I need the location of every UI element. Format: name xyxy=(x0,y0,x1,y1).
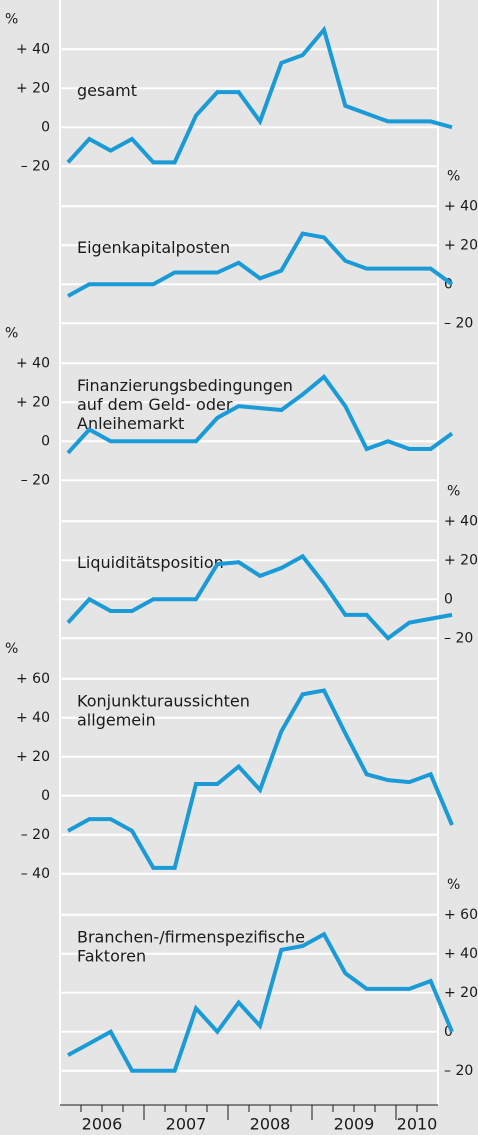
y-tick-label: + 40 xyxy=(444,946,478,962)
panel-title: Branchen-/firmenspezifische xyxy=(77,927,305,946)
y-tick-label: 0 xyxy=(41,788,50,804)
y-tick-label: – 20 xyxy=(21,472,50,488)
y-tick-label: + 20 xyxy=(444,237,478,253)
y-tick-label: + 20 xyxy=(16,394,50,410)
y-unit: % xyxy=(447,168,460,184)
y-unit: % xyxy=(447,483,460,499)
y-tick-label: + 60 xyxy=(444,907,478,923)
panel-title: Konjunkturaussichten xyxy=(77,691,250,710)
y-tick-label: – 40 xyxy=(21,866,50,882)
y-tick-label: – 20 xyxy=(444,315,473,331)
x-tick-label: 2007 xyxy=(166,1115,207,1134)
y-tick-label: + 40 xyxy=(16,355,50,371)
y-unit: % xyxy=(5,11,18,27)
y-tick-label: 0 xyxy=(444,1024,453,1040)
x-tick-label: 2009 xyxy=(334,1115,375,1134)
data-line xyxy=(67,931,454,1073)
panel-title: Eigenkapitalposten xyxy=(77,238,230,257)
y-unit: % xyxy=(5,641,18,657)
panel-title: Anleihemarkt xyxy=(77,414,184,433)
y-tick-label: + 40 xyxy=(16,710,50,726)
data-line xyxy=(66,553,453,641)
data-line xyxy=(67,688,454,870)
panel-title: Finanzierungsbedingungen xyxy=(77,376,293,395)
y-tick-label: – 20 xyxy=(21,827,50,843)
panel-title: gesamt xyxy=(77,81,137,100)
data-line xyxy=(66,374,454,455)
y-tick-label: + 20 xyxy=(16,749,50,765)
panel-title: Faktoren xyxy=(77,946,146,965)
y-tick-label: + 40 xyxy=(444,513,478,529)
data-line xyxy=(67,231,454,298)
panel-title: auf dem Geld- oder xyxy=(77,395,233,414)
y-unit: % xyxy=(5,325,18,341)
y-tick-label: + 20 xyxy=(444,552,478,568)
y-tick-label: + 40 xyxy=(444,198,478,214)
panel-title: Liquiditätsposition xyxy=(77,553,224,572)
x-tick-label: 2010 xyxy=(397,1115,438,1134)
y-tick-label: 0 xyxy=(444,276,453,292)
y-tick-label: – 20 xyxy=(21,158,50,174)
y-tick-label: + 60 xyxy=(16,671,50,687)
y-tick-label: 0 xyxy=(444,591,453,607)
y-unit: % xyxy=(447,877,460,893)
y-tick-label: 0 xyxy=(41,433,50,449)
x-tick-label: 2008 xyxy=(250,1115,291,1134)
y-tick-label: – 20 xyxy=(444,630,473,646)
y-tick-label: + 40 xyxy=(16,41,50,57)
y-tick-label: – 20 xyxy=(444,1063,473,1079)
y-tick-label: + 20 xyxy=(16,80,50,96)
panel-title: allgemein xyxy=(77,710,156,729)
y-tick-label: 0 xyxy=(41,119,50,135)
data-line xyxy=(66,25,453,165)
x-tick-label: 2006 xyxy=(82,1115,123,1134)
y-tick-label: + 20 xyxy=(444,985,478,1001)
